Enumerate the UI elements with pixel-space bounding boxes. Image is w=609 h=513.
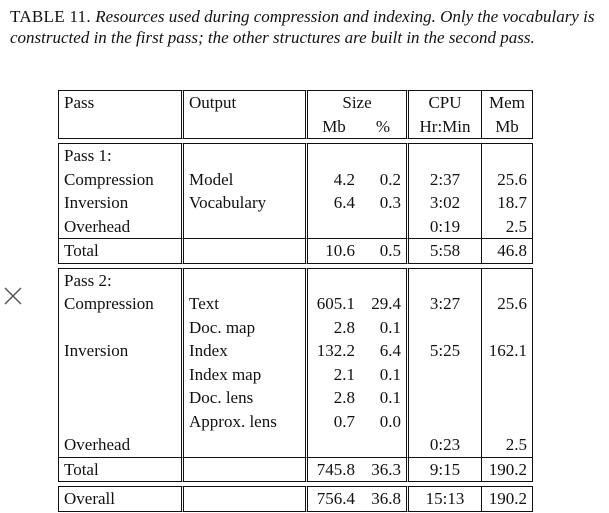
table-row: Overhead 0:19 2.5 [58, 214, 533, 238]
table-row: Compression Text 605.1 29.4 3:27 25.6 [58, 292, 533, 316]
caption-text: Resources used during compression and in… [10, 7, 595, 47]
header-output: Output [184, 90, 308, 115]
table-row: Inversion Index 132.2 6.4 5:25 162.1 [58, 339, 533, 363]
table-row: Doc. map 2.8 0.1 [58, 315, 533, 339]
pass2-total-row: Total 745.8 36.3 9:15 190.2 [58, 456, 533, 482]
table-row: Doc. lens 2.8 0.1 [58, 386, 533, 410]
pass1-title-row: Pass 1: [58, 143, 533, 168]
table-row: Overhead 0:23 2.5 [58, 433, 533, 457]
close-icon[interactable] [2, 285, 24, 307]
header-mem: Mem [482, 90, 533, 115]
pass1-title: Pass 1: [58, 143, 184, 168]
header-row-units: Mb % Hr:Min Mb [58, 114, 533, 139]
header-size: Size [308, 90, 406, 115]
header-row: Pass Output Size CPU Mem [58, 90, 533, 115]
pass2-title: Pass 2: [58, 267, 184, 292]
table-label: TABLE 11. [10, 7, 91, 26]
header-mem-mb: Mb [482, 114, 533, 139]
header-size-mb: Mb [308, 115, 360, 139]
header-size-pct: % [360, 115, 406, 139]
header-pass: Pass [58, 90, 184, 115]
table-row: Approx. lens 0.7 0.0 [58, 409, 533, 433]
overall-row: Overall 756.4 36.8 15:13 190.2 [58, 486, 533, 512]
table-row: Index map 2.1 0.1 [58, 362, 533, 386]
table-row: Inversion Vocabulary 6.4 0.3 3:02 18.7 [58, 191, 533, 215]
pass2-title-row: Pass 2: [58, 267, 533, 292]
table-caption: TABLE 11. Resources used during compress… [10, 6, 604, 48]
table-row: Compression Model 4.2 0.2 2:37 25.6 [58, 167, 533, 191]
resources-table: Pass Output Size CPU Mem Mb % Hr:Min Mb … [58, 90, 533, 512]
pass1-total-row: Total 10.6 0.5 5:58 46.8 [58, 238, 533, 264]
header-cpu: CPU [406, 90, 482, 115]
header-cpu-hrmin: Hr:Min [406, 114, 482, 139]
